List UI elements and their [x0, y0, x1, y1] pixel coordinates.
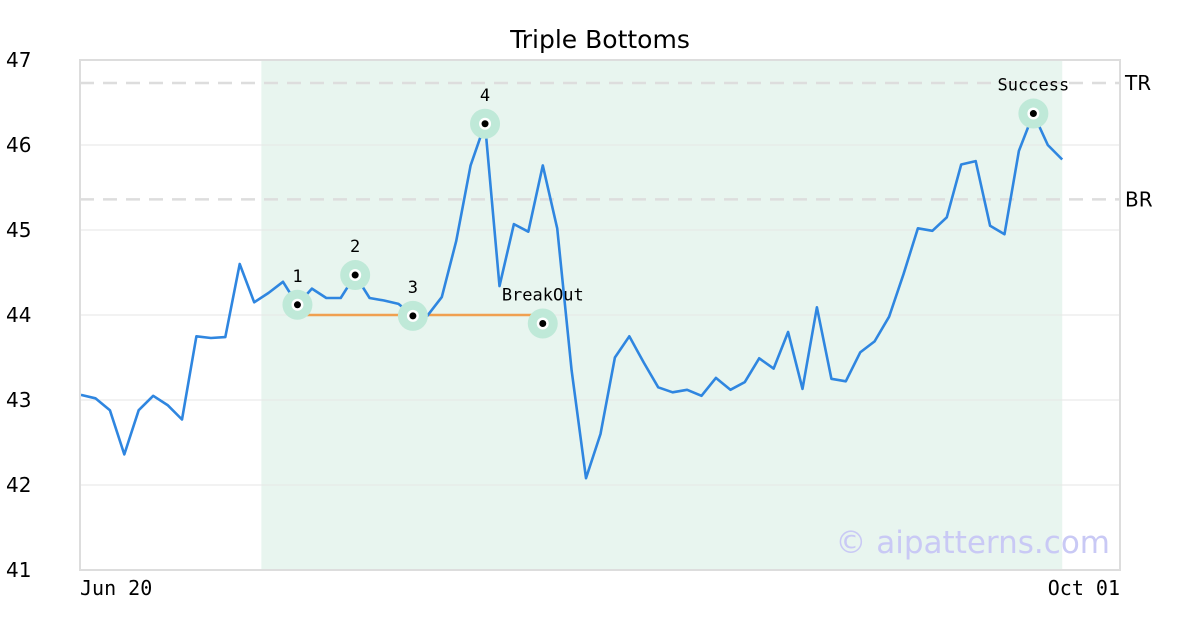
- marker-dot-4: [481, 120, 489, 128]
- price-line: [80, 112, 1064, 480]
- y-tick-label: 42: [6, 473, 31, 497]
- y-axis-ticks: 41 42 43 44 45 46 47: [6, 48, 31, 582]
- x-axis-ticks: Jun 20 Oct 01: [80, 576, 1120, 600]
- marker-dot-3: [409, 312, 417, 320]
- marker-label-breakout: BreakOut: [502, 286, 584, 306]
- marker-label-3: 3: [408, 278, 418, 298]
- x-tick-label: Jun 20: [80, 576, 152, 600]
- y-tick-label: 46: [6, 133, 31, 157]
- chart-title: Triple Bottoms: [509, 25, 690, 54]
- marker-label-2: 2: [350, 237, 360, 257]
- marker-label-4: 4: [480, 86, 490, 106]
- pattern-markers: 1 2 3 4 BreakOut Success: [282, 76, 1069, 339]
- marker-label-1: 1: [292, 267, 302, 287]
- grid-lines: [80, 144, 1120, 486]
- marker-dot-breakout: [539, 320, 547, 327]
- marker-dot-1: [293, 301, 301, 309]
- reference-label-tr: TR: [1124, 71, 1151, 95]
- plot-frame: [79, 59, 1121, 571]
- y-tick-label: 45: [6, 218, 31, 242]
- marker-dot-2: [351, 271, 359, 279]
- marker-dot-success: [1029, 110, 1037, 118]
- reference-label-br: BR: [1125, 187, 1153, 211]
- reference-lines: TR BR: [80, 71, 1153, 211]
- x-tick-label: Oct 01: [1048, 576, 1120, 600]
- y-tick-label: 41: [6, 558, 31, 582]
- y-tick-label: 43: [6, 388, 31, 412]
- marker-label-success: Success: [998, 76, 1070, 96]
- y-tick-label: 44: [6, 303, 31, 327]
- y-tick-label: 47: [6, 48, 31, 72]
- watermark: © aipatterns.com: [835, 525, 1110, 561]
